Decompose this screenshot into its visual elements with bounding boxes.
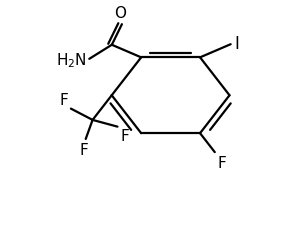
Text: F: F (120, 129, 129, 144)
Text: F: F (80, 142, 88, 157)
Text: H$_2$N: H$_2$N (56, 51, 86, 70)
Text: F: F (59, 92, 68, 107)
Text: F: F (217, 155, 226, 170)
Text: O: O (114, 6, 126, 21)
Text: I: I (234, 35, 239, 53)
